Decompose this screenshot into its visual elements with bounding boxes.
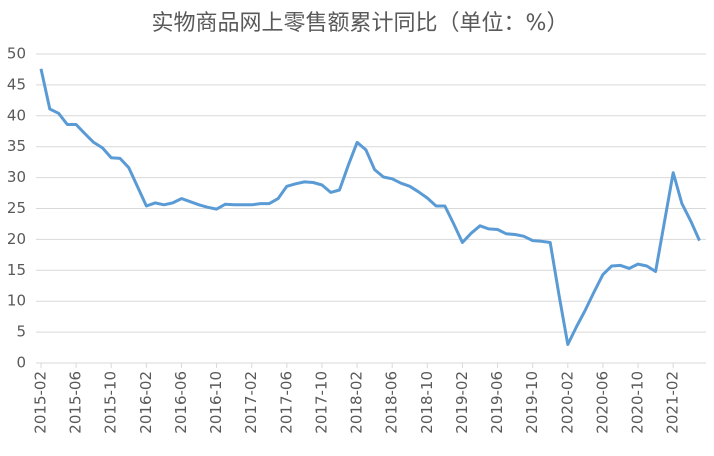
x-tick-label: 2018-10 <box>418 371 436 434</box>
x-tick-label: 2021-02 <box>664 371 682 434</box>
x-tick-label: 2017-06 <box>277 371 295 434</box>
x-tick-label: 2017-10 <box>312 371 330 434</box>
y-tick-label: 45 <box>7 75 26 93</box>
y-tick-label: 5 <box>16 323 26 341</box>
x-tick-label: 2020-02 <box>558 371 576 434</box>
x-tick-label: 2016-10 <box>207 371 225 434</box>
y-tick-label: 0 <box>16 354 26 372</box>
x-tick-label: 2019-06 <box>488 371 506 434</box>
x-tick-label: 2015-06 <box>67 371 85 434</box>
x-tick-label: 2020-10 <box>629 371 647 434</box>
y-tick-label: 10 <box>7 292 26 310</box>
chart-title: 实物商品网上零售额累计同比（单位：%） <box>152 11 569 36</box>
y-tick-label: 30 <box>7 168 26 186</box>
x-tick-label: 2015-02 <box>32 371 50 434</box>
x-tick-label: 2016-02 <box>137 371 155 434</box>
x-tick-label: 2018-02 <box>348 371 366 434</box>
x-tick-label: 2019-02 <box>453 371 471 434</box>
x-tick-label: 2016-06 <box>172 371 190 434</box>
x-tick-label: 2018-06 <box>383 371 401 434</box>
y-tick-label: 50 <box>7 45 26 63</box>
y-tick-label: 15 <box>7 261 26 279</box>
y-tick-label: 40 <box>7 106 26 124</box>
y-tick-label: 25 <box>7 199 26 217</box>
x-tick-label: 2015-10 <box>102 371 120 434</box>
data-line <box>39 68 701 346</box>
x-tick-label: 2017-02 <box>242 371 260 434</box>
y-tick-label: 20 <box>7 230 26 248</box>
x-tick-label: 2019-10 <box>523 371 541 434</box>
y-tick-label: 35 <box>7 137 26 155</box>
x-tick-label: 2020-06 <box>593 371 611 434</box>
